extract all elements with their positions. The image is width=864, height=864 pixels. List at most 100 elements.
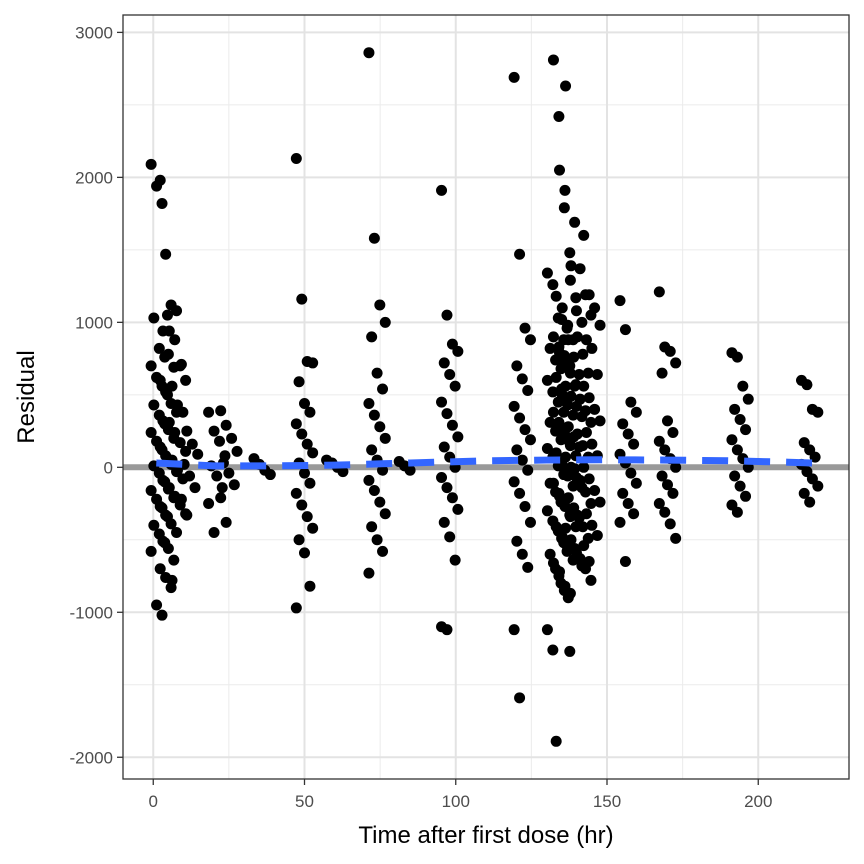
x-tick-label: 0 — [149, 792, 158, 811]
data-point — [366, 331, 378, 343]
data-point — [151, 599, 163, 611]
y-tick-label: 2000 — [75, 168, 113, 187]
data-point — [554, 490, 566, 502]
data-point — [625, 396, 637, 408]
data-point — [729, 403, 741, 415]
data-point — [578, 461, 590, 473]
data-point — [565, 534, 577, 546]
data-point — [562, 334, 574, 346]
data-point — [577, 440, 589, 452]
data-point — [614, 516, 626, 528]
data-point — [560, 451, 572, 463]
data-point — [556, 302, 568, 314]
data-point — [544, 342, 556, 354]
data-point — [670, 532, 682, 544]
data-point — [622, 498, 634, 510]
data-point — [585, 574, 597, 586]
x-axis-title: Time after first dose (hr) — [358, 822, 613, 849]
data-point — [516, 373, 528, 385]
data-point — [565, 260, 577, 272]
data-point — [576, 316, 588, 328]
data-point — [148, 399, 160, 411]
data-point — [554, 164, 566, 176]
data-point — [377, 383, 389, 395]
data-point — [586, 438, 598, 450]
data-point — [591, 369, 603, 381]
data-point — [296, 499, 308, 511]
data-point — [619, 556, 631, 568]
data-point — [516, 454, 528, 466]
data-point — [189, 482, 201, 494]
data-point — [619, 324, 631, 336]
data-point — [162, 348, 174, 360]
data-point — [145, 360, 157, 372]
data-point — [438, 441, 450, 453]
data-point — [553, 110, 565, 122]
data-point — [569, 463, 581, 475]
data-point — [163, 416, 175, 428]
data-point — [160, 248, 172, 260]
data-point — [585, 498, 597, 510]
data-point — [374, 421, 386, 433]
data-point — [441, 624, 453, 636]
data-point — [809, 451, 821, 463]
data-point — [571, 331, 583, 343]
data-point — [560, 522, 572, 534]
data-point — [148, 519, 160, 531]
data-point — [583, 289, 595, 301]
data-point — [570, 305, 582, 317]
data-point — [449, 380, 461, 392]
data-point — [368, 409, 380, 421]
data-point — [304, 580, 316, 592]
data-point — [307, 522, 319, 534]
data-point — [628, 438, 640, 450]
data-point — [175, 358, 187, 370]
data-point — [514, 487, 526, 499]
data-point — [740, 490, 752, 502]
data-point — [452, 345, 464, 357]
data-point — [573, 369, 585, 381]
data-point — [547, 331, 559, 343]
data-point — [565, 390, 577, 402]
data-point — [181, 425, 193, 437]
data-point — [594, 415, 606, 427]
y-tick-label: 3000 — [75, 23, 113, 42]
data-point — [153, 342, 165, 354]
data-point — [731, 506, 743, 518]
data-point — [574, 263, 586, 275]
data-point — [177, 406, 189, 418]
data-point — [556, 531, 568, 543]
data-point — [547, 477, 559, 489]
data-point — [154, 563, 166, 575]
data-point — [541, 624, 553, 636]
grid-minor — [123, 15, 849, 779]
data-point — [184, 470, 196, 482]
data-point — [589, 485, 601, 497]
data-point — [550, 371, 562, 383]
data-point — [801, 379, 813, 391]
data-point — [591, 529, 603, 541]
data-point — [166, 574, 178, 586]
data-point — [630, 477, 642, 489]
data-point — [160, 509, 172, 521]
data-point — [371, 367, 383, 379]
data-point — [514, 692, 526, 704]
data-point — [574, 474, 586, 486]
data-point — [550, 521, 562, 533]
data-point — [583, 473, 595, 485]
data-point — [562, 592, 574, 604]
data-point — [226, 432, 238, 444]
data-point — [670, 357, 682, 369]
data-point — [363, 474, 375, 486]
data-point — [522, 561, 534, 573]
data-point — [446, 492, 458, 504]
data-point — [574, 553, 586, 565]
data-point — [337, 466, 349, 478]
data-point — [544, 416, 556, 428]
data-point — [363, 567, 375, 579]
data-point — [290, 602, 302, 614]
data-point — [154, 374, 166, 386]
data-point — [452, 503, 464, 515]
data-point — [307, 447, 319, 459]
data-point — [166, 380, 178, 392]
